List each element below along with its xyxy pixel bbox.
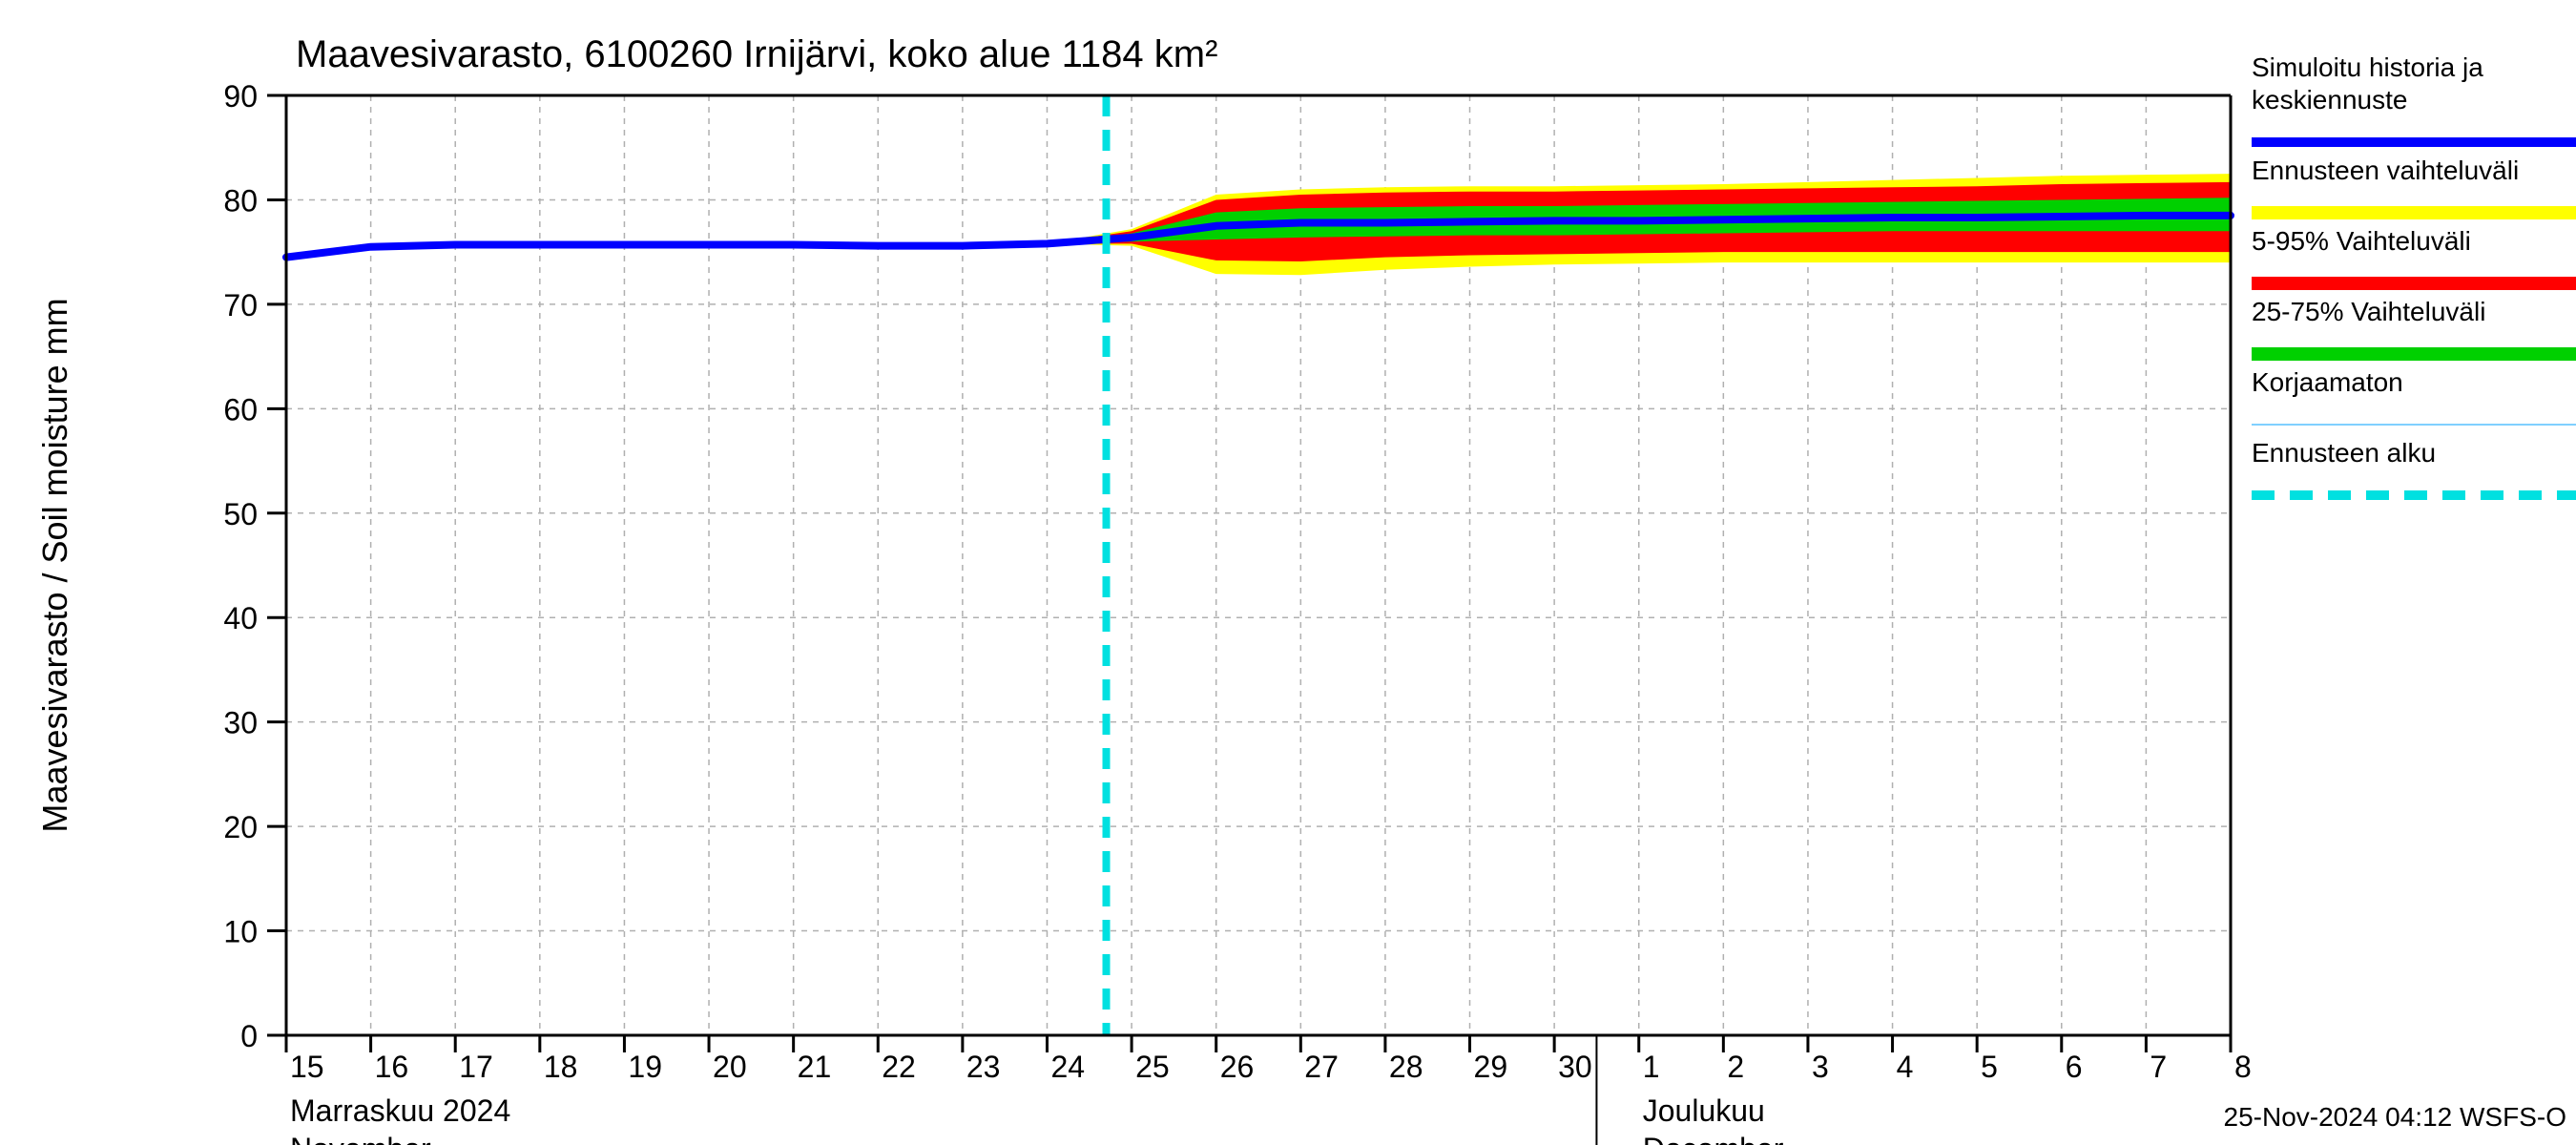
legend-item-label: 5-95% Vaihteluväli [2252, 226, 2471, 256]
xtick-label: 22 [882, 1050, 916, 1084]
chart-container: Maavesivarasto, 6100260 Irnijärvi, koko … [0, 0, 2576, 1145]
xtick-label: 27 [1304, 1050, 1339, 1084]
x-month-label-fi: Joulukuu [1643, 1093, 1765, 1128]
xtick-label: 30 [1558, 1050, 1592, 1084]
ytick-label: 40 [223, 601, 258, 635]
x-month-label-fi: Marraskuu 2024 [290, 1093, 510, 1128]
chart-title: Maavesivarasto, 6100260 Irnijärvi, koko … [296, 33, 1217, 75]
ytick-label: 50 [223, 497, 258, 531]
xtick-label: 16 [375, 1050, 409, 1084]
xtick-label: 15 [290, 1050, 324, 1084]
ytick-label: 90 [223, 79, 258, 114]
chart-footer-timestamp: 25-Nov-2024 04:12 WSFS-O [2224, 1102, 2567, 1132]
ytick-label: 30 [223, 706, 258, 740]
xtick-label: 4 [1897, 1050, 1914, 1084]
xtick-label: 29 [1474, 1050, 1508, 1084]
legend-item-label: Ennusteen vaihteluväli [2252, 156, 2519, 185]
ytick-label: 10 [223, 915, 258, 949]
xtick-label: 19 [628, 1050, 662, 1084]
xtick-label: 1 [1643, 1050, 1660, 1084]
xtick-label: 17 [459, 1050, 493, 1084]
legend-item-label: Ennusteen alku [2252, 438, 2436, 468]
xtick-label: 3 [1812, 1050, 1829, 1084]
ytick-label: 20 [223, 810, 258, 844]
xtick-label: 23 [966, 1050, 1001, 1084]
xtick-label: 26 [1220, 1050, 1255, 1084]
xtick-label: 24 [1050, 1050, 1085, 1084]
xtick-label: 20 [713, 1050, 747, 1084]
xtick-label: 21 [798, 1050, 832, 1084]
ytick-label: 0 [240, 1019, 258, 1053]
legend-item-label: 25-75% Vaihteluväli [2252, 297, 2485, 326]
xtick-label: 5 [1981, 1050, 1998, 1084]
xtick-label: 25 [1135, 1050, 1170, 1084]
legend-item-label: Korjaamaton [2252, 367, 2403, 397]
xtick-label: 7 [2150, 1050, 2167, 1084]
xtick-label: 18 [544, 1050, 578, 1084]
ytick-label: 70 [223, 288, 258, 323]
xtick-label: 28 [1389, 1050, 1423, 1084]
xtick-label: 6 [2066, 1050, 2083, 1084]
chart-svg: Maavesivarasto, 6100260 Irnijärvi, koko … [0, 0, 2576, 1145]
ytick-label: 80 [223, 183, 258, 218]
legend-swatch [2252, 206, 2576, 219]
xtick-label: 8 [2234, 1050, 2252, 1084]
legend-item-label: keskiennuste [2252, 85, 2407, 114]
x-month-label-en: December [1643, 1132, 1784, 1145]
chart-bg [0, 0, 2576, 1145]
legend-swatch [2252, 277, 2576, 290]
x-month-label-en: November [290, 1132, 431, 1145]
ytick-label: 60 [223, 392, 258, 427]
legend-item-label: Simuloitu historia ja [2252, 52, 2483, 82]
xtick-label: 2 [1727, 1050, 1744, 1084]
y-axis-label: Maavesivarasto / Soil moisture mm [35, 298, 74, 832]
legend-swatch [2252, 347, 2576, 361]
